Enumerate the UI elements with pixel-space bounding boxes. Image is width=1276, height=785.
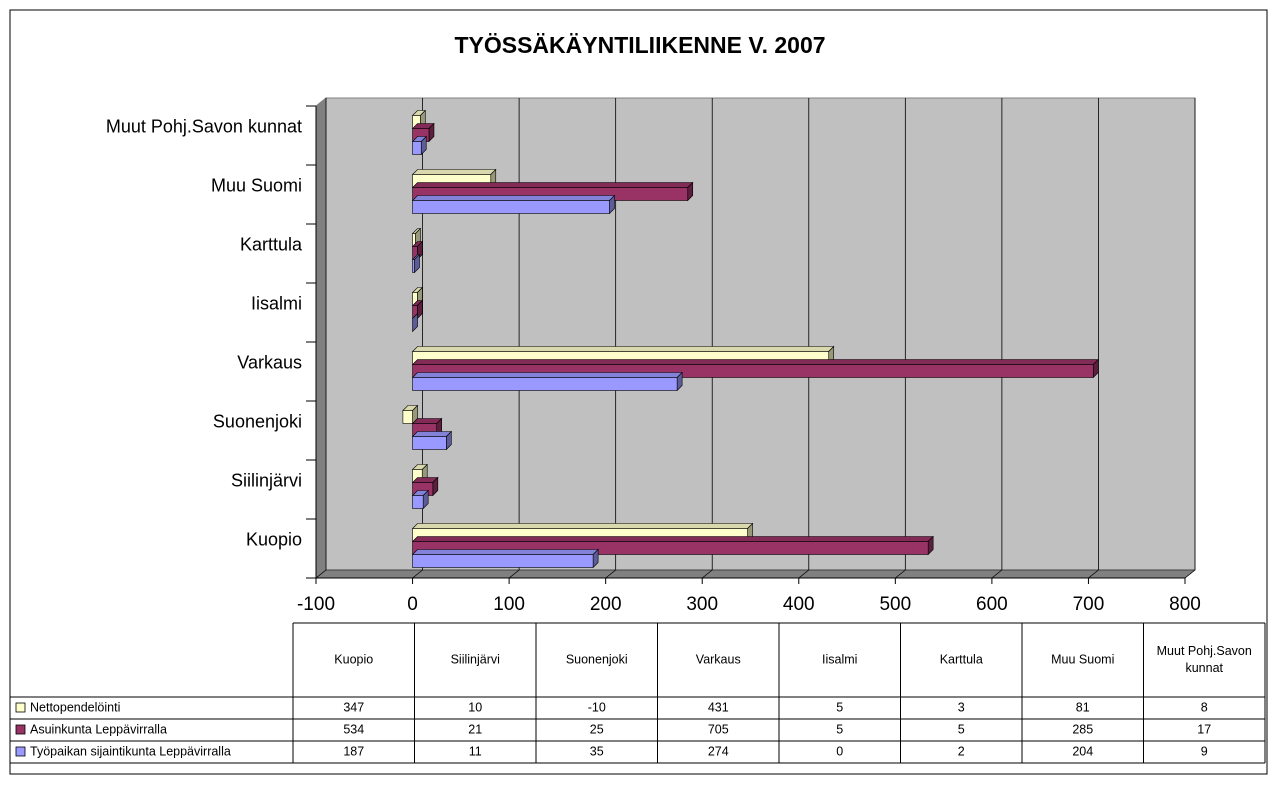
y-tick-label: Muu Suomi xyxy=(211,175,302,195)
table-cell: 35 xyxy=(590,744,604,758)
y-tick-label: Varkaus xyxy=(237,352,302,372)
y-tick-label: Iisalmi xyxy=(251,293,302,313)
table-header: Varkaus xyxy=(696,652,741,666)
back-wall xyxy=(325,97,1196,571)
x-tick-label: 700 xyxy=(1073,594,1105,615)
table-cell: 5 xyxy=(836,722,843,736)
legend-label: Asuinkunta Leppävirralla xyxy=(30,722,167,736)
bar xyxy=(412,377,678,391)
x-tick-label: 600 xyxy=(976,594,1008,615)
floor-grid xyxy=(1184,569,1196,579)
table-cell: 10 xyxy=(468,700,482,714)
table-cell: 21 xyxy=(468,722,482,736)
table-cell: 2 xyxy=(958,744,965,758)
x-tick-label: 800 xyxy=(1169,594,1201,615)
table-cell: 187 xyxy=(343,744,364,758)
bar-top xyxy=(411,523,754,529)
bar-top xyxy=(411,431,453,437)
y-tick-label: Suonenjoki xyxy=(213,411,302,431)
floor-grid xyxy=(991,569,1003,579)
y-tick-label: Kuopio xyxy=(246,529,302,549)
bar xyxy=(412,200,610,214)
x-tick-label: 200 xyxy=(590,594,622,615)
bar xyxy=(412,141,422,155)
floor-grid xyxy=(895,569,906,579)
bar xyxy=(412,436,447,450)
table-header: Suonenjoki xyxy=(566,652,628,666)
table-header: Karttula xyxy=(940,652,983,666)
table-cell: 8 xyxy=(1201,700,1208,714)
table-cell: 81 xyxy=(1076,700,1090,714)
bar xyxy=(412,554,594,568)
chart-title: TYÖSSÄKÄYNTILIIKENNE V. 2007 xyxy=(454,32,825,58)
x-tick-label: 100 xyxy=(493,594,525,615)
table-cell: 5 xyxy=(836,700,843,714)
legend-swatch xyxy=(15,724,26,735)
y-tick-label: Muut Pohj.Savon kunnat xyxy=(106,116,302,136)
bar xyxy=(412,259,415,273)
floor-grid xyxy=(701,569,713,579)
table-cell: 705 xyxy=(708,722,729,736)
side-wall xyxy=(315,96,327,580)
x-tick-label: 300 xyxy=(686,594,718,615)
table-cell: 285 xyxy=(1072,722,1093,736)
bar-top xyxy=(411,195,616,201)
table-header: Kuopio xyxy=(334,652,373,666)
table-cell: 347 xyxy=(343,700,364,714)
floor xyxy=(315,569,1196,579)
table-cell: 5 xyxy=(958,722,965,736)
legend-label: Työpaikan sijaintikunta Leppävirralla xyxy=(30,744,231,758)
table-cell: -10 xyxy=(588,700,606,714)
floor-grid xyxy=(1088,569,1099,579)
legend-label: Nettopendelöinti xyxy=(30,700,120,714)
x-tick-label: 500 xyxy=(879,594,911,615)
floor-grid xyxy=(315,569,327,579)
bar-end xyxy=(412,312,418,333)
table-cell: 204 xyxy=(1072,744,1093,758)
table-header: Muu Suomi xyxy=(1051,652,1114,666)
y-tick-label: Siilinjärvi xyxy=(231,470,302,490)
bar-top xyxy=(411,372,683,378)
bar-top xyxy=(411,359,1099,365)
bar-top xyxy=(411,536,934,542)
table-cell: 11 xyxy=(469,744,482,758)
floor-grid xyxy=(605,569,616,579)
x-tick-label: -100 xyxy=(297,594,335,615)
table-cell: 534 xyxy=(343,722,364,736)
table-cell: 25 xyxy=(590,722,604,736)
table-header: Muut Pohj.Savon kunnat xyxy=(1157,644,1252,675)
table-cell: 9 xyxy=(1201,744,1208,758)
legend-swatch xyxy=(15,702,26,713)
bar-top xyxy=(411,169,497,175)
x-tick-label: 0 xyxy=(407,594,418,615)
bar-top xyxy=(411,346,835,352)
table-cell: 274 xyxy=(708,744,729,758)
table-cell: 17 xyxy=(1197,722,1211,736)
table-header-line: kunnat xyxy=(1185,661,1223,675)
y-tick-label: Karttula xyxy=(240,234,303,254)
x-tick-label: 400 xyxy=(783,594,815,615)
table-cell: 3 xyxy=(958,700,965,714)
table-cell: 431 xyxy=(708,700,729,714)
bar-top xyxy=(411,182,694,188)
table-header: Iisalmi xyxy=(822,652,857,666)
floor-grid xyxy=(412,569,423,579)
bar xyxy=(402,410,413,424)
legend-swatch xyxy=(15,746,26,757)
bar xyxy=(412,495,424,509)
table-header-line: Muut Pohj.Savon xyxy=(1157,644,1252,658)
bar-top xyxy=(411,549,599,555)
floor-grid xyxy=(798,569,810,579)
table-cell: 0 xyxy=(836,744,843,758)
floor-grid xyxy=(508,569,520,579)
table-header: Siilinjärvi xyxy=(451,652,500,666)
